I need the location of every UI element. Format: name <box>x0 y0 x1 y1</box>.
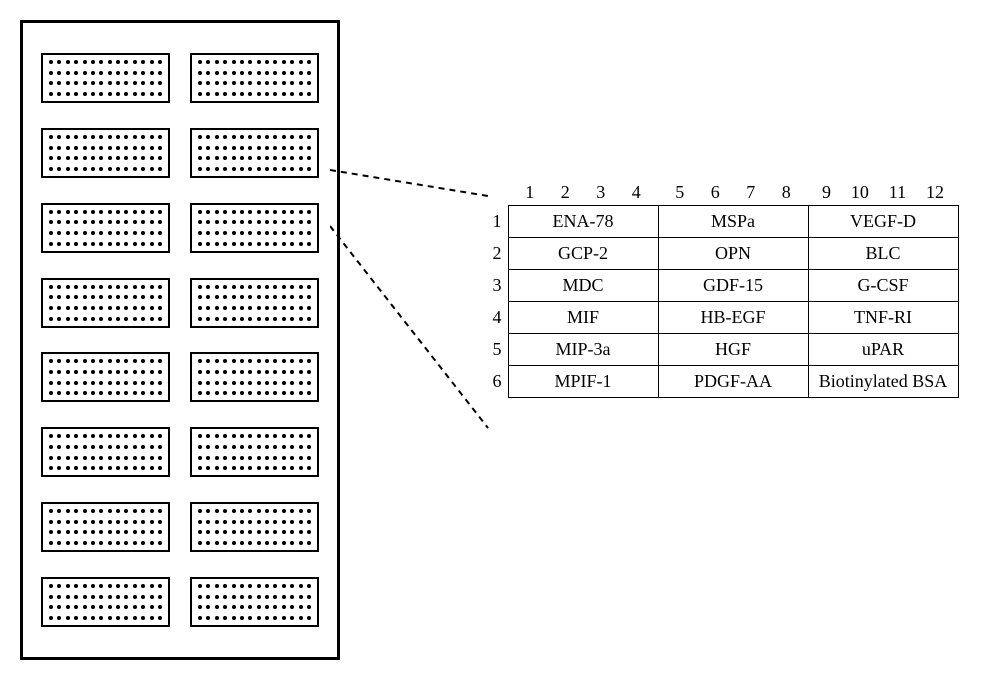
table-row: 2GCP-2OPNBLC <box>490 238 958 270</box>
table-cell: HB-EGF <box>658 302 808 334</box>
table-row: 4MIFHB-EGFTNF-RI <box>490 302 958 334</box>
col-header: 12 <box>926 182 944 203</box>
col-header: 1 <box>525 182 534 203</box>
row-label: 2 <box>490 238 508 270</box>
table-row: 6MPIF-1PDGF-AABiotinylated BSA <box>490 366 958 398</box>
well <box>41 577 170 627</box>
well <box>41 427 170 477</box>
col-header: 5 <box>675 182 684 203</box>
col-header: 8 <box>782 182 791 203</box>
well <box>190 203 319 253</box>
table-cell: MIF <box>508 302 658 334</box>
table-row: 5MIP-3aHGFuPAR <box>490 334 958 366</box>
table-row: 1ENA-78MSPaVEGF-D <box>490 206 958 238</box>
table-cell: HGF <box>658 334 808 366</box>
row-label: 6 <box>490 366 508 398</box>
well <box>190 427 319 477</box>
plate-row <box>41 278 319 328</box>
col-header: 2 <box>561 182 570 203</box>
table-cell: VEGF-D <box>808 206 958 238</box>
plate-row <box>41 352 319 402</box>
table-cell: OPN <box>658 238 808 270</box>
well <box>190 53 319 103</box>
row-label: 4 <box>490 302 508 334</box>
table-cell: PDGF-AA <box>658 366 808 398</box>
col-header-group: 5 6 7 8 <box>658 182 808 203</box>
col-header: 3 <box>596 182 605 203</box>
well <box>41 203 170 253</box>
col-header: 11 <box>889 182 906 203</box>
plate-row <box>41 128 319 178</box>
table-cell: GDF-15 <box>658 270 808 302</box>
table-cell: MDC <box>508 270 658 302</box>
row-label: 1 <box>490 206 508 238</box>
table-cell: MSPa <box>658 206 808 238</box>
col-header: 10 <box>851 182 869 203</box>
col-header: 9 <box>822 182 831 203</box>
well <box>190 502 319 552</box>
well <box>190 352 319 402</box>
well <box>190 128 319 178</box>
table-cell: uPAR <box>808 334 958 366</box>
row-label: 5 <box>490 334 508 366</box>
well <box>41 352 170 402</box>
well <box>190 577 319 627</box>
well <box>41 502 170 552</box>
well <box>190 278 319 328</box>
column-header-row: 123456789101112 <box>490 182 959 203</box>
plate-row <box>41 203 319 253</box>
well <box>41 278 170 328</box>
plate-row <box>41 427 319 477</box>
table-cell: ENA-78 <box>508 206 658 238</box>
plate-row <box>41 53 319 103</box>
plate-row <box>41 577 319 627</box>
table-cell: MIP-3a <box>508 334 658 366</box>
table-cell: BLC <box>808 238 958 270</box>
col-header: 4 <box>632 182 641 203</box>
col-header: 7 <box>746 182 755 203</box>
table-cell: GCP-2 <box>508 238 658 270</box>
row-label: 3 <box>490 270 508 302</box>
plate-row <box>41 502 319 552</box>
well <box>41 128 170 178</box>
table-cell: Biotinylated BSA <box>808 366 958 398</box>
col-header: 6 <box>711 182 720 203</box>
col-header-group: 9 10 11 12 <box>808 182 958 203</box>
table-row: 3MDCGDF-15G-CSF <box>490 270 958 302</box>
array-map-table-wrap: 123456789101112 1ENA-78MSPaVEGF-D2GCP-2O… <box>490 182 959 398</box>
table-cell: G-CSF <box>808 270 958 302</box>
col-header-group: 1 2 3 4 <box>508 182 658 203</box>
well <box>41 53 170 103</box>
array-map-table: 1ENA-78MSPaVEGF-D2GCP-2OPNBLC3MDCGDF-15G… <box>490 205 959 398</box>
table-cell: MPIF-1 <box>508 366 658 398</box>
table-cell: TNF-RI <box>808 302 958 334</box>
microarray-plate <box>20 20 340 660</box>
